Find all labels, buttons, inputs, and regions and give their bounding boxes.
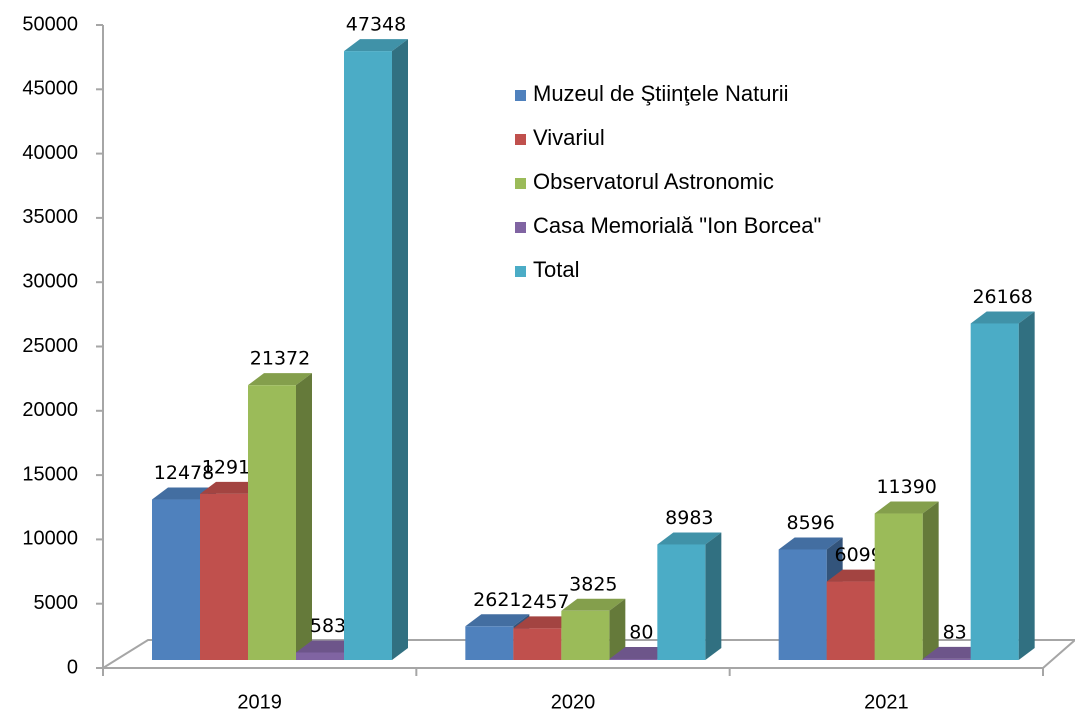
legend-swatch bbox=[515, 222, 526, 233]
x-tick-label: 2021 bbox=[864, 691, 909, 713]
legend-label: Casa Memorială "Ion Borcea" bbox=[533, 213, 821, 238]
y-tick-label: 15000 bbox=[22, 463, 78, 485]
y-tick-label: 45000 bbox=[22, 78, 78, 100]
value-label: 8983 bbox=[665, 507, 713, 529]
legend-label: Observatorul Astronomic bbox=[533, 169, 774, 194]
y-tick-label: 30000 bbox=[22, 270, 78, 292]
bar-side bbox=[1018, 311, 1035, 660]
value-label: 11390 bbox=[876, 476, 936, 498]
bar-top bbox=[248, 373, 312, 386]
bar bbox=[248, 385, 296, 660]
bar bbox=[778, 549, 827, 660]
bar-top bbox=[874, 501, 939, 514]
bar bbox=[874, 513, 923, 660]
y-tick-label: 20000 bbox=[22, 399, 78, 421]
bar bbox=[561, 610, 610, 660]
x-tick-label: 2020 bbox=[551, 691, 596, 713]
bar-side bbox=[609, 598, 626, 660]
bar bbox=[200, 493, 248, 660]
bar bbox=[296, 652, 344, 660]
bar bbox=[344, 51, 392, 660]
value-label: 583 bbox=[310, 615, 346, 637]
x-tick-label: 2019 bbox=[237, 691, 282, 713]
legend-swatch bbox=[515, 134, 526, 145]
y-tick-label: 40000 bbox=[22, 142, 78, 164]
y-tick-label: 10000 bbox=[22, 528, 78, 550]
bar bbox=[513, 628, 562, 660]
y-tick-label: 25000 bbox=[22, 335, 78, 357]
value-label: 47348 bbox=[346, 14, 406, 36]
value-label: 12915 bbox=[202, 456, 262, 478]
y-tick-label: 50000 bbox=[22, 13, 78, 35]
legend-swatch bbox=[515, 266, 526, 277]
value-label: 2621 bbox=[473, 589, 521, 611]
bar bbox=[970, 323, 1019, 660]
legend-swatch bbox=[515, 178, 526, 189]
legend-swatch bbox=[515, 90, 526, 101]
value-label: 26168 bbox=[972, 286, 1032, 308]
bar bbox=[152, 499, 200, 660]
value-label: 21372 bbox=[250, 348, 310, 370]
bar-top bbox=[561, 598, 626, 611]
bar bbox=[657, 544, 706, 660]
legend-label: Total bbox=[533, 257, 579, 282]
bar bbox=[465, 626, 514, 660]
y-tick-label: 0 bbox=[67, 656, 78, 678]
bar bbox=[922, 658, 971, 660]
value-label: 83 bbox=[943, 621, 967, 643]
value-label: 2457 bbox=[521, 591, 569, 613]
value-label: 12478 bbox=[154, 462, 214, 484]
y-tick-label: 35000 bbox=[22, 206, 78, 228]
bar bbox=[826, 581, 875, 660]
legend-label: Muzeul de Ştiinţele Naturii bbox=[533, 81, 789, 106]
value-label: 8596 bbox=[786, 512, 834, 534]
bar-side bbox=[705, 532, 722, 660]
bar bbox=[609, 658, 658, 660]
bar-top bbox=[344, 39, 408, 52]
bar-top bbox=[778, 537, 843, 550]
bar-top bbox=[465, 614, 530, 627]
y-tick-label: 5000 bbox=[34, 592, 79, 614]
bar-side bbox=[922, 501, 939, 660]
bar-top bbox=[970, 311, 1035, 324]
value-label: 80 bbox=[629, 621, 653, 643]
value-label: 3825 bbox=[569, 573, 617, 595]
bar-side bbox=[392, 39, 408, 660]
legend-label: Vivariul bbox=[533, 125, 605, 150]
bar-side bbox=[296, 373, 312, 660]
bar-top bbox=[657, 532, 722, 545]
value-label: 6099 bbox=[834, 544, 882, 566]
